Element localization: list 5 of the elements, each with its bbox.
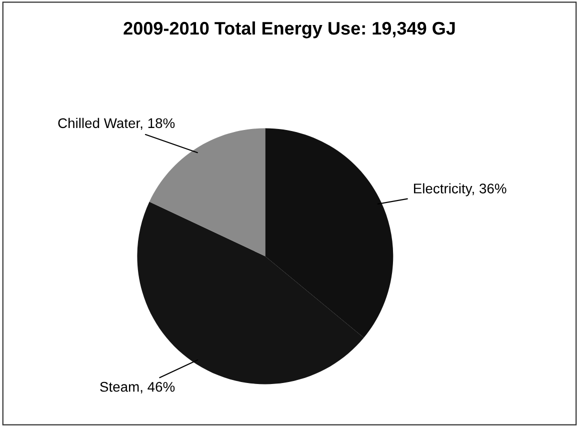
slice-label: Electricity, 36% (414, 183, 506, 196)
chart-title: 2009-2010 Total Energy Use: 19,349 GJ (124, 21, 455, 38)
slice-label: Chilled Water, 18% (58, 118, 175, 130)
pie-slice (149, 128, 266, 256)
slice-label: Steam, 46% (100, 382, 175, 394)
